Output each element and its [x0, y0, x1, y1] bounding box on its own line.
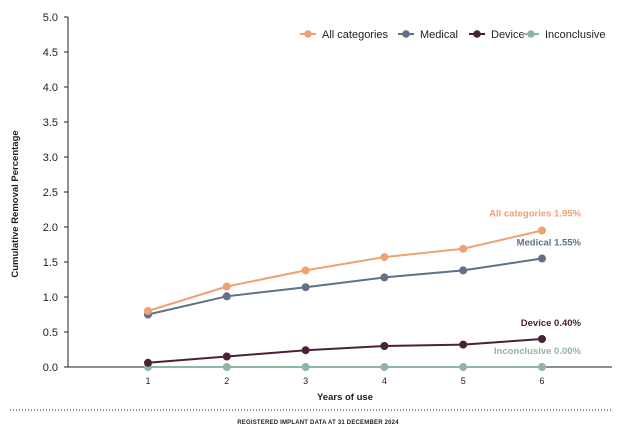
end-label-device: Device 0.40% [521, 318, 582, 329]
data-point-device [144, 358, 152, 367]
series-line-device [147, 338, 543, 364]
data-point-all-categories [459, 244, 468, 253]
data-point-all-categories [222, 282, 231, 291]
data-point-medical [380, 273, 389, 282]
data-point-inconclusive [459, 363, 468, 371]
data-point-all-categories [380, 253, 389, 262]
data-point-device [222, 352, 231, 361]
y-tick-label: 4.0 [43, 82, 58, 94]
x-tick-label: 2 [224, 376, 229, 386]
y-tick-label: 2.5 [43, 187, 58, 199]
series-line-all-categories [147, 229, 543, 312]
y-tick-label: 1.0 [43, 292, 58, 304]
data-point-medical [301, 283, 310, 292]
y-tick-label: 5.0 [43, 12, 58, 24]
end-labels: All categories 1.95% Medical 1.55% Device … [489, 209, 581, 358]
data-point-device [301, 346, 310, 355]
legend-label: Device [491, 29, 525, 41]
y-axis: 0.0 0.5 1.0 1.5 2.0 2.5 3.0 3.5 4.0 4.5 5.0 [43, 12, 69, 374]
data-point-all-categories [538, 226, 546, 235]
data-point-all-categories [301, 266, 310, 275]
data-point-inconclusive [222, 363, 231, 371]
data-point-inconclusive [538, 363, 546, 371]
series-line-medical [147, 257, 543, 316]
x-tick-label: 1 [145, 376, 150, 386]
data-point-all-categories [144, 307, 152, 315]
x-tick-label: 6 [539, 376, 544, 386]
y-tick-label: 4.5 [43, 47, 58, 59]
data-point-medical [538, 254, 546, 263]
legend-swatch-dot [527, 30, 535, 38]
x-tick-label: 3 [303, 376, 308, 386]
y-tick-label: 0.0 [43, 362, 58, 374]
x-tick-label: 4 [382, 376, 387, 386]
x-axis-title: Years of use [317, 392, 373, 403]
data-point-inconclusive [380, 363, 389, 371]
end-label-all-categories: All categories 1.95% [489, 209, 581, 220]
x-tick-label: 5 [461, 376, 466, 386]
legend-swatch-dot [304, 30, 312, 38]
data-point-device [538, 335, 546, 343]
y-axis-title: Cumulative Removal Percentage [10, 130, 21, 277]
series-group [144, 226, 546, 371]
legend-label: Inconclusive [545, 29, 606, 41]
legend-label: All categories [322, 29, 389, 41]
data-point-medical [459, 266, 468, 275]
data-point-inconclusive [301, 363, 310, 371]
y-tick-label: 0.5 [43, 327, 58, 339]
legend-swatch-dot [402, 30, 410, 38]
end-label-medical: Medical 1.55% [517, 238, 582, 249]
end-label-inconclusive: Inconclusive 0.00% [494, 346, 582, 357]
legend-swatch-dot [473, 30, 481, 38]
footer-note: REGISTERED IMPLANT DATA AT 31 DECEMBER 2… [237, 420, 399, 426]
legend-label: Medical [420, 29, 458, 41]
y-tick-label: 2.0 [43, 222, 58, 234]
data-point-device [380, 342, 389, 350]
y-tick-label: 3.5 [43, 117, 58, 129]
y-tick-label: 1.5 [43, 257, 58, 269]
legend: All categories Medical Device Inconclusive [300, 29, 606, 41]
data-point-medical [222, 292, 231, 301]
data-point-device [459, 340, 468, 349]
y-tick-label: 3.0 [43, 152, 58, 164]
